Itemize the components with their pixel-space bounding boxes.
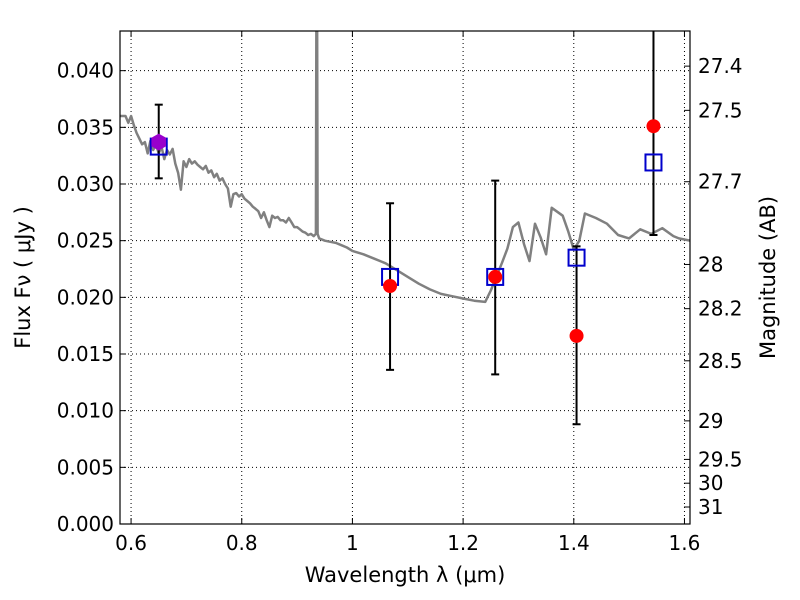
y-tick-label: 0.000 — [57, 512, 114, 536]
axes-layer — [119, 30, 691, 525]
x-tick-label: 0.6 — [115, 531, 147, 555]
plot-area — [120, 31, 690, 426]
right-tick-label: 28.2 — [698, 297, 743, 321]
right-tick-label: 28.5 — [698, 349, 743, 373]
x-tick-label: 1.4 — [558, 531, 590, 555]
right-tick-label: 27.4 — [698, 54, 743, 78]
highlight-hexagon-marker — [151, 133, 167, 151]
x-tick-label: 0.8 — [226, 531, 258, 555]
right-tick-label: 28 — [698, 252, 723, 276]
x-tick-label: 1.6 — [669, 531, 701, 555]
grid-layer — [120, 31, 690, 524]
right-tick-label: 29.5 — [698, 447, 743, 471]
right-tick-label: 29 — [698, 409, 723, 433]
y-tick-label: 0.015 — [57, 342, 114, 366]
observed-point — [646, 119, 661, 134]
y-tick-label: 0.020 — [57, 285, 114, 309]
x-axis-title: Wavelength λ (μm) — [305, 563, 506, 587]
x-tick-label: 1 — [346, 531, 359, 555]
observed-point — [383, 279, 398, 293]
right-tick-label: 31 — [698, 495, 723, 519]
y-axis-title-right: Magnitude (AB) — [756, 196, 780, 359]
y-tick-label: 0.005 — [57, 455, 114, 479]
right-tick-label: 30 — [698, 471, 723, 495]
right-tick-label: 27.5 — [698, 98, 743, 122]
model-square-marker — [486, 267, 505, 286]
model-square-marker — [567, 248, 586, 267]
observed-point — [569, 328, 584, 343]
y-tick-label: 0.030 — [57, 172, 114, 196]
y-axis-title-left: Flux Fν ( μJy ) — [11, 206, 35, 349]
y-tick-label: 0.040 — [57, 59, 114, 83]
y-tick-label: 0.010 — [57, 399, 114, 423]
right-tick-label: 27.7 — [698, 170, 743, 194]
spectrum-line — [120, 31, 690, 304]
labels-layer: 0.6 0.8 1 1.2 1.4 1.6 0.000 0.005 0.010 0.015 0.02… — [11, 54, 780, 587]
model-square-marker — [644, 153, 663, 172]
plot-frame — [119, 30, 691, 525]
y-tick-label: 0.035 — [57, 115, 114, 139]
x-tick-label: 1.2 — [447, 531, 479, 555]
y-tick-label: 0.025 — [57, 229, 114, 253]
observed-point — [488, 269, 503, 284]
